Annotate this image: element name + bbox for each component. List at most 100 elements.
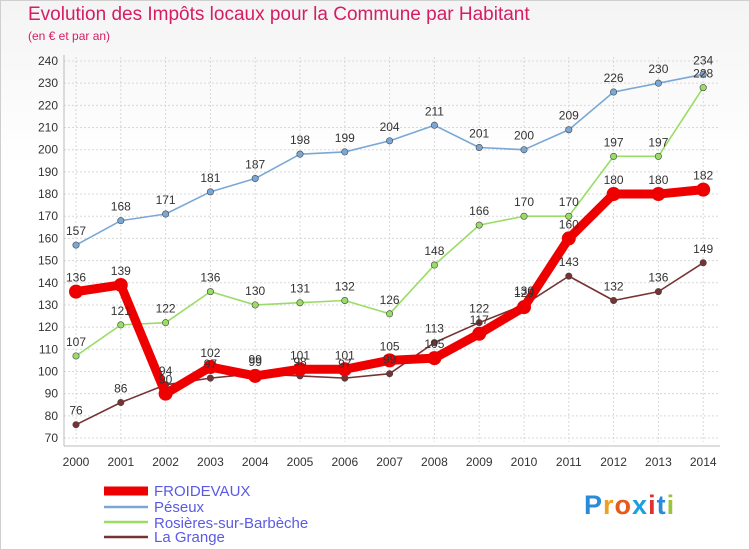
data-point-rosieres-sur-barbeche-2004 <box>251 301 259 309</box>
y-tick-label-210: 210 <box>38 121 58 135</box>
data-point-rosieres-sur-barbeche-2014 <box>699 84 707 92</box>
data-label-peseux-2000: 157 <box>66 224 86 238</box>
data-label-la-grange-2003: 97 <box>204 357 218 371</box>
chart-title: Evolution des Impôts locaux pour la Comm… <box>28 4 530 25</box>
data-label-rosieres-sur-barbeche-2008: 148 <box>424 244 444 258</box>
data-point-froidevaux-2009 <box>472 326 487 341</box>
x-tick-label-2005: 2005 <box>287 455 314 469</box>
y-tick-label-230: 230 <box>38 76 58 90</box>
data-point-froidevaux-2001 <box>113 277 128 292</box>
y-tick-label-190: 190 <box>38 165 58 179</box>
x-tick-label-2001: 2001 <box>107 455 134 469</box>
data-point-froidevaux-2014 <box>696 182 711 197</box>
x-tick-label-2008: 2008 <box>421 455 448 469</box>
data-label-peseux-2011: 209 <box>559 109 579 123</box>
x-tick-label-2010: 2010 <box>511 455 538 469</box>
data-label-rosieres-sur-barbeche-2003: 136 <box>200 271 220 285</box>
data-label-peseux-2005: 198 <box>290 133 310 147</box>
logo-letter: r <box>603 490 615 520</box>
data-point-rosieres-sur-barbeche-2007 <box>386 310 394 318</box>
data-point-rosieres-sur-barbeche-2009 <box>475 221 483 229</box>
data-point-rosieres-sur-barbeche-2006 <box>341 297 349 305</box>
data-label-peseux-2003: 181 <box>200 171 220 185</box>
data-label-la-grange-2002: 94 <box>159 364 173 378</box>
data-label-la-grange-2012: 132 <box>604 280 624 294</box>
data-point-la-grange-2001 <box>117 399 125 407</box>
data-label-froidevaux-2001: 139 <box>111 264 131 278</box>
data-point-peseux-2013 <box>654 79 662 87</box>
logo-letter: i <box>666 490 676 520</box>
data-point-rosieres-sur-barbeche-2008 <box>430 261 438 269</box>
data-label-peseux-2010: 200 <box>514 129 534 143</box>
logo-letter: P <box>584 490 604 520</box>
data-label-rosieres-sur-barbeche-2009: 166 <box>469 204 489 218</box>
x-tick-label-2014: 2014 <box>690 455 717 469</box>
data-point-froidevaux-2005 <box>293 362 307 377</box>
data-label-froidevaux-2014: 182 <box>693 169 713 183</box>
data-label-la-grange-2007: 99 <box>383 353 397 367</box>
y-tick-label-120: 120 <box>38 320 58 334</box>
data-label-rosieres-sur-barbeche-2001: 121 <box>111 304 131 318</box>
data-point-froidevaux-2008 <box>427 351 442 366</box>
data-point-peseux-2003 <box>206 188 214 196</box>
logo-letter: t <box>656 490 667 520</box>
x-tick-label-2007: 2007 <box>376 455 403 469</box>
legend-label-peseux: Péseux <box>154 499 205 516</box>
data-label-rosieres-sur-barbeche-2007: 126 <box>380 293 400 307</box>
y-tick-label-150: 150 <box>38 254 58 268</box>
x-tick-label-2009: 2009 <box>466 455 493 469</box>
data-label-froidevaux-2011: 160 <box>559 217 579 231</box>
legend-label-rosieres: Rosières-sur-Barbèche <box>154 515 309 532</box>
y-tick-label-80: 80 <box>45 409 59 423</box>
data-point-peseux-2004 <box>251 175 259 183</box>
data-point-froidevaux-2000 <box>69 284 83 299</box>
data-label-peseux-2013: 230 <box>648 62 668 76</box>
proxiti-logo: Proxiti <box>584 490 675 521</box>
data-point-peseux-2001 <box>117 217 125 225</box>
data-label-froidevaux-2013: 180 <box>648 173 668 187</box>
data-point-la-grange-2012 <box>610 297 618 305</box>
legend-label-froidevaux: FROIDEVAUX <box>154 483 251 500</box>
data-label-la-grange-2008: 113 <box>425 322 444 336</box>
data-label-la-grange-2001: 86 <box>114 382 128 396</box>
data-point-froidevaux-2012 <box>606 187 621 202</box>
data-label-la-grange-2006: 97 <box>338 357 352 371</box>
data-point-froidevaux-2007 <box>382 353 397 368</box>
data-label-rosieres-sur-barbeche-2012: 197 <box>604 135 624 149</box>
y-tick-label-110: 110 <box>39 342 58 356</box>
data-point-peseux-2006 <box>341 148 349 156</box>
x-tick-label-2002: 2002 <box>152 455 179 469</box>
y-tick-label-100: 100 <box>38 364 58 378</box>
data-label-froidevaux-2000: 136 <box>66 271 86 285</box>
data-point-peseux-2012 <box>610 88 618 96</box>
data-point-peseux-2008 <box>430 121 438 129</box>
x-tick-label-2013: 2013 <box>645 455 672 469</box>
data-label-rosieres-sur-barbeche-2014: 228 <box>693 67 713 81</box>
data-point-la-grange-2008 <box>430 339 438 347</box>
data-label-froidevaux-2005: 101 <box>290 348 310 362</box>
data-point-rosieres-sur-barbeche-2003 <box>206 288 214 296</box>
y-tick-label-160: 160 <box>38 231 58 245</box>
data-point-froidevaux-2010 <box>517 300 531 315</box>
data-point-peseux-2009 <box>475 143 483 151</box>
logo-letter: x <box>632 490 649 520</box>
data-point-rosieres-sur-barbeche-2000 <box>72 352 80 360</box>
data-point-rosieres-sur-barbeche-2012 <box>610 152 618 160</box>
data-label-rosieres-sur-barbeche-2005: 131 <box>290 282 310 296</box>
chart-subtitle: (en € et par an) <box>28 29 111 43</box>
data-point-la-grange-2014 <box>699 259 707 267</box>
data-label-froidevaux-2002: 90 <box>159 373 173 387</box>
data-label-peseux-2001: 168 <box>111 200 131 214</box>
data-label-peseux-2007: 204 <box>380 120 400 134</box>
y-tick-label-70: 70 <box>45 431 59 445</box>
y-tick-label-240: 240 <box>38 54 58 68</box>
data-label-peseux-2008: 211 <box>425 104 444 118</box>
data-point-froidevaux-2013 <box>651 187 666 202</box>
data-point-peseux-2007 <box>386 137 394 145</box>
data-label-rosieres-sur-barbeche-2006: 132 <box>335 280 355 294</box>
data-label-la-grange-2013: 136 <box>648 271 668 285</box>
x-tick-label-2006: 2006 <box>331 455 358 469</box>
data-label-rosieres-sur-barbeche-2004: 130 <box>245 284 265 298</box>
data-point-la-grange-2009 <box>475 319 483 327</box>
